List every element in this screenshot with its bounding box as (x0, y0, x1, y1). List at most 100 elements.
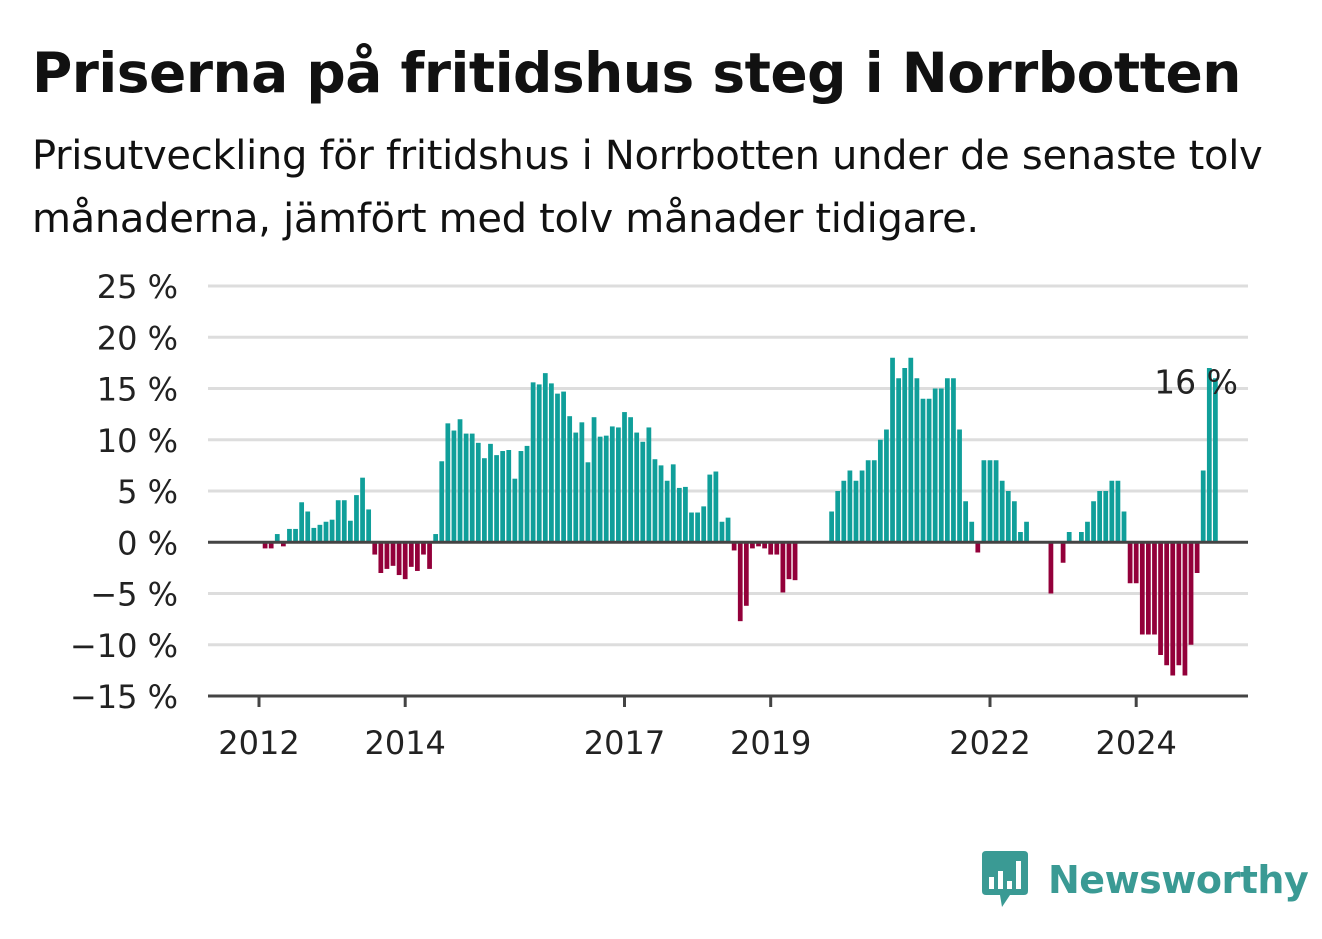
bar (884, 429, 889, 543)
bar (951, 378, 956, 543)
bar (1127, 542, 1133, 584)
bar (993, 460, 999, 543)
bar (542, 373, 548, 543)
bar (274, 534, 280, 543)
bar (622, 412, 627, 543)
bar (439, 461, 445, 543)
bar (920, 398, 926, 543)
bar (1194, 542, 1200, 573)
y-tick-label: 5 % (117, 473, 178, 511)
bar (1005, 491, 1011, 543)
bar (987, 460, 993, 543)
bar (859, 470, 865, 543)
bar (512, 478, 518, 543)
bar (378, 542, 384, 573)
bar (329, 519, 335, 543)
bar (287, 528, 292, 543)
bar (396, 542, 402, 576)
bar (786, 542, 792, 580)
bar (561, 391, 566, 543)
y-tick-label: 10 % (97, 422, 178, 460)
bar (908, 357, 914, 543)
bar (871, 460, 877, 543)
bar (683, 486, 688, 543)
bar (1060, 542, 1066, 563)
bar (573, 432, 579, 543)
bar (597, 436, 603, 543)
bar (1176, 542, 1182, 666)
bar (1018, 532, 1023, 543)
bar (500, 451, 506, 543)
y-tick-label: 15 % (97, 371, 178, 409)
bar (1213, 378, 1218, 543)
bar (737, 542, 743, 622)
gridlines (208, 284, 1248, 647)
last-value-annotation: 16 % (1154, 362, 1238, 401)
bar (640, 441, 646, 543)
bar (963, 501, 969, 543)
bar (549, 383, 554, 543)
bar (890, 357, 895, 543)
bar (262, 542, 268, 549)
bar (981, 460, 987, 543)
bar (841, 480, 847, 543)
bar (944, 378, 950, 543)
bar (701, 506, 707, 543)
bar (402, 542, 408, 580)
bar (317, 524, 323, 543)
newsworthy-logo: Newsworthy (980, 850, 1309, 910)
bar (585, 462, 591, 543)
bar (731, 542, 737, 551)
bar (323, 521, 329, 543)
x-tick-label: 2024 (1095, 724, 1176, 762)
bar (421, 542, 426, 555)
bar (1109, 480, 1115, 543)
bar (835, 491, 841, 543)
bar (348, 520, 353, 543)
y-tick-label: 20 % (97, 319, 178, 357)
bar (670, 464, 676, 543)
x-tick-label: 2022 (949, 724, 1030, 762)
bar (494, 455, 499, 543)
bar (646, 427, 652, 543)
bar (591, 417, 597, 543)
bar (360, 477, 365, 543)
bar (896, 378, 901, 543)
bar (1103, 491, 1109, 543)
bar (433, 534, 439, 543)
bar (1091, 501, 1096, 543)
bar-chart: 25 % 20 % 15 % 10 % 5 % 0 % −5 % −10 % −15 % 201… (70, 268, 1248, 762)
bar (664, 480, 670, 543)
x-axis-ticks: 2012 2014 2017 2019 2022 2024 (218, 696, 1177, 762)
bar (579, 422, 585, 543)
bar (609, 426, 615, 543)
bar (305, 511, 311, 543)
bar (762, 542, 767, 549)
bar (427, 542, 432, 569)
bar (1011, 501, 1017, 543)
bar (555, 393, 560, 543)
bar (268, 542, 274, 549)
bar (719, 521, 725, 543)
bar (750, 542, 755, 549)
bar (756, 542, 761, 547)
bar (743, 542, 749, 606)
bar (975, 542, 981, 553)
bar (1200, 470, 1206, 543)
bar (482, 458, 487, 543)
x-tick-label: 2019 (730, 724, 811, 762)
bar (518, 451, 524, 543)
bar (451, 430, 457, 543)
bar (567, 416, 573, 543)
bar (445, 423, 451, 543)
bar (658, 465, 664, 543)
bar (938, 388, 944, 543)
bar (335, 500, 341, 543)
bar (847, 470, 853, 543)
bar (311, 527, 317, 543)
bar (634, 432, 640, 543)
bar (695, 512, 700, 543)
chart-title: Priserna på fritidshus steg i Norrbotten (32, 41, 1241, 105)
bar (488, 443, 493, 543)
brand-name: Newsworthy (1048, 858, 1309, 902)
